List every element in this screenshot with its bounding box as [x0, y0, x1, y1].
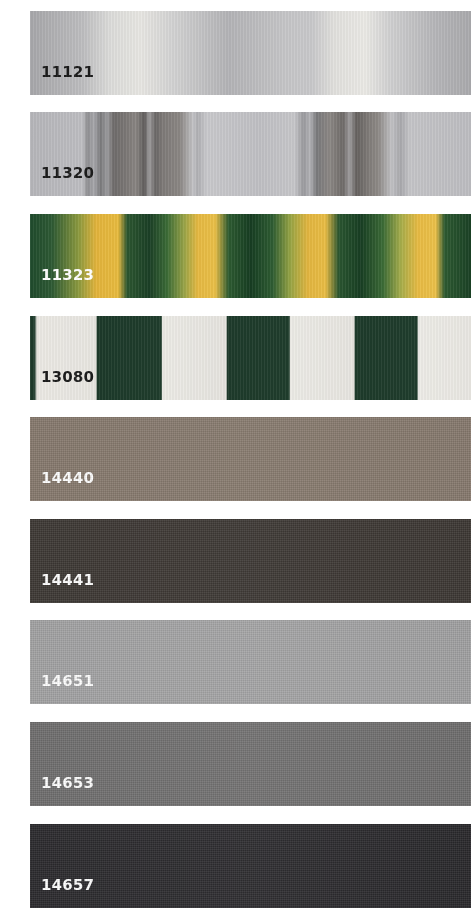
fabric-swatch-14440: 14440	[30, 417, 471, 501]
swatch-code-label: 14653	[41, 774, 95, 792]
fabric-swatch-11121: 11121	[30, 11, 471, 95]
swatch-code-label: 11323	[41, 266, 95, 284]
swatch-code-label: 14651	[41, 672, 95, 690]
fabric-swatch-14657: 14657	[30, 824, 471, 908]
swatch-code-label: 14657	[41, 876, 95, 894]
swatch-code-label: 14441	[41, 571, 95, 589]
fabric-swatch-11323: 11323	[30, 214, 471, 298]
swatch-code-label: 11121	[41, 63, 95, 81]
fabric-swatch-14441: 14441	[30, 519, 471, 603]
swatch-code-label: 14440	[41, 469, 95, 487]
swatch-code-label: 13080	[41, 368, 95, 386]
fabric-swatch-13080: 13080	[30, 316, 471, 400]
fabric-swatch-11320: 11320	[30, 112, 471, 196]
swatch-code-label: 11320	[41, 164, 95, 182]
fabric-swatch-14653: 14653	[30, 722, 471, 806]
fabric-swatch-14651: 14651	[30, 620, 471, 704]
